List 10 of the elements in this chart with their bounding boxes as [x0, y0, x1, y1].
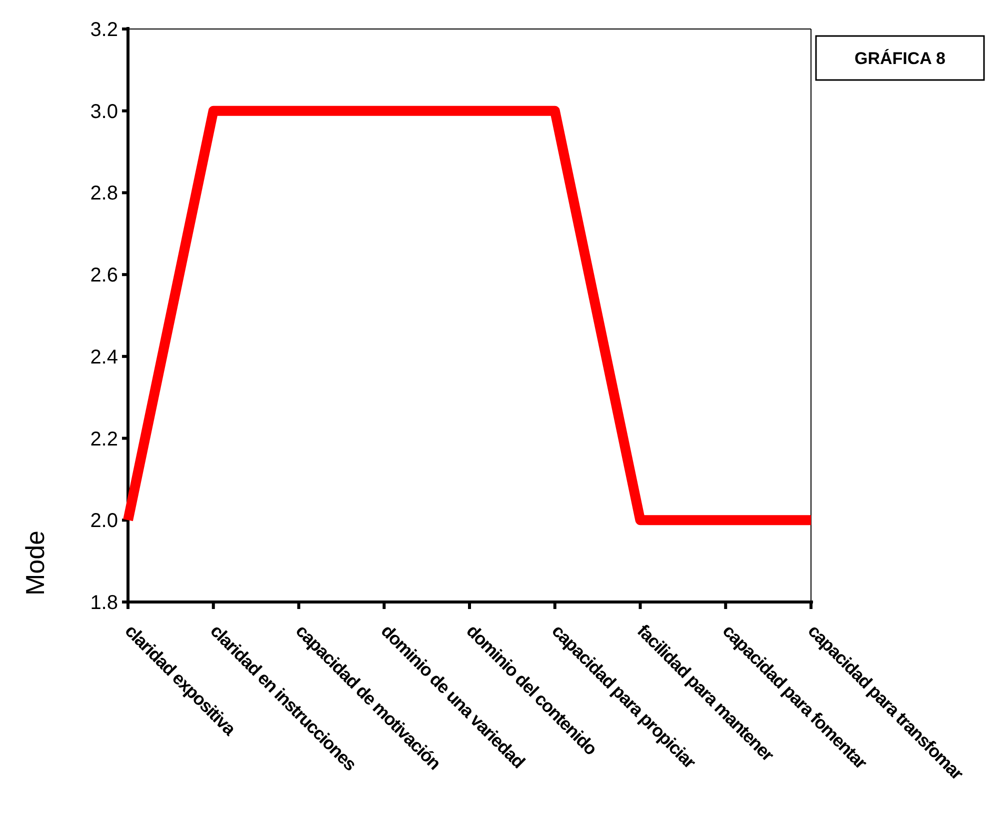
- y-tick-label: 1.8: [90, 592, 118, 614]
- y-tick-label: 2.0: [90, 510, 118, 532]
- y-tick-label: 2.8: [90, 182, 118, 205]
- text: GRÁFICA 8: [854, 48, 946, 68]
- y-tick-label: 3.2: [90, 19, 118, 41]
- y-tick-label: 2.2: [90, 428, 118, 450]
- y-tick-label: 3.0: [90, 100, 118, 123]
- y-tick-label: 2.4: [90, 346, 118, 368]
- y-axis-title: Mode: [20, 530, 50, 596]
- y-tick-label: 2.6: [90, 264, 118, 287]
